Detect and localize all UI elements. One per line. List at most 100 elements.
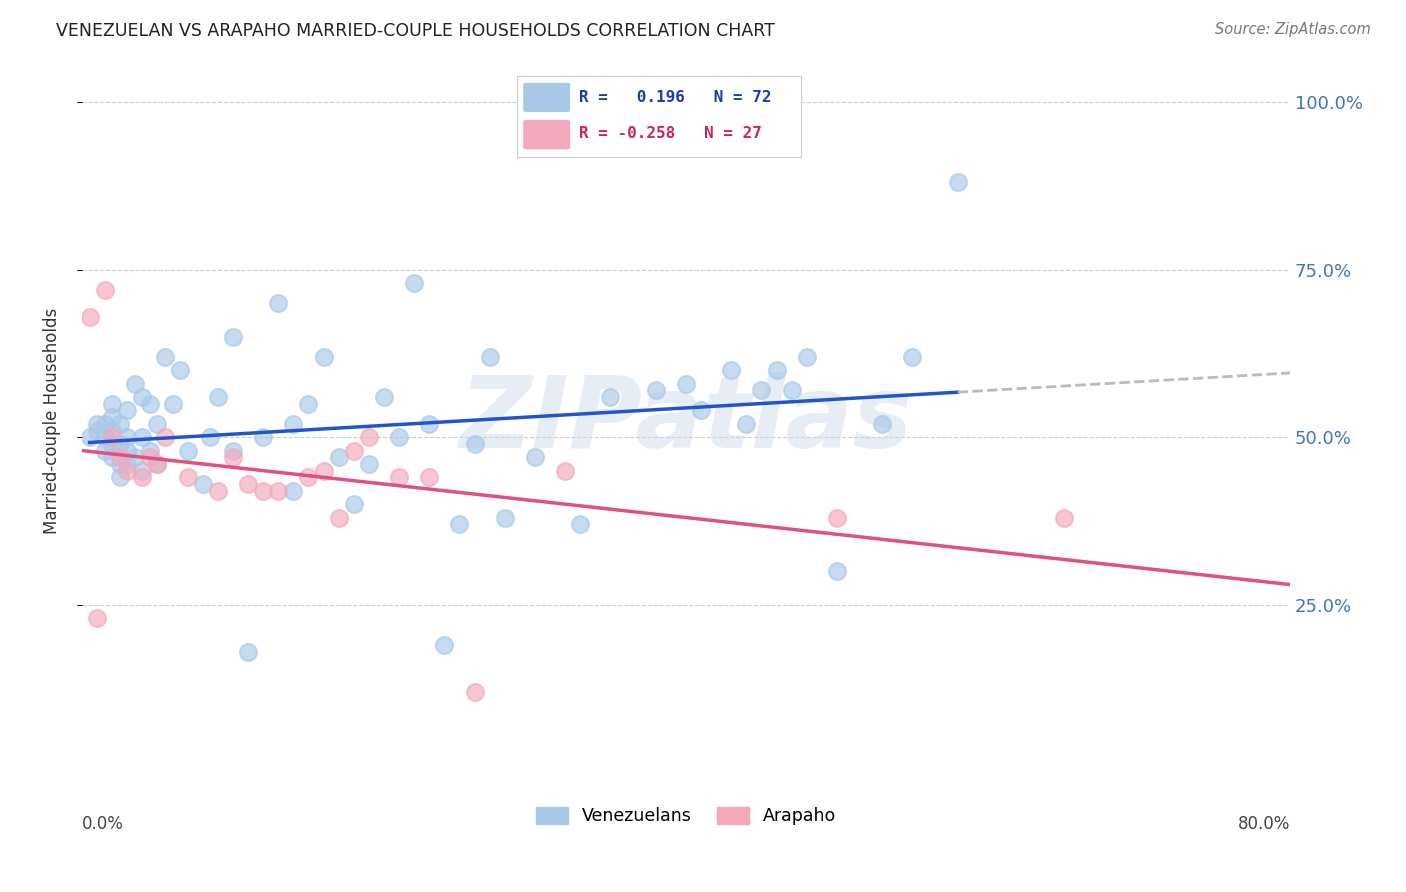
Legend: Venezuelans, Arapaho: Venezuelans, Arapaho bbox=[527, 798, 845, 834]
Point bbox=[872, 417, 894, 431]
Point bbox=[690, 403, 713, 417]
Point bbox=[236, 645, 259, 659]
Point bbox=[554, 464, 576, 478]
Point bbox=[765, 363, 787, 377]
Point bbox=[675, 376, 697, 391]
Point bbox=[101, 397, 124, 411]
Point bbox=[478, 350, 501, 364]
Point bbox=[93, 430, 115, 444]
Point bbox=[464, 437, 486, 451]
Point bbox=[312, 464, 335, 478]
Point bbox=[328, 450, 350, 465]
Point bbox=[404, 276, 426, 290]
Point bbox=[200, 430, 222, 444]
Point bbox=[93, 417, 115, 431]
Point bbox=[357, 430, 380, 444]
Point bbox=[735, 417, 758, 431]
Point bbox=[117, 430, 139, 444]
Point bbox=[131, 390, 153, 404]
Point bbox=[79, 430, 101, 444]
Point bbox=[267, 296, 290, 310]
Point bbox=[162, 397, 184, 411]
Point bbox=[388, 470, 411, 484]
Point bbox=[297, 470, 319, 484]
Point bbox=[146, 417, 169, 431]
Point bbox=[101, 450, 124, 465]
Point bbox=[207, 390, 229, 404]
Point bbox=[780, 384, 803, 398]
Point bbox=[901, 350, 924, 364]
Point bbox=[86, 417, 108, 431]
Point bbox=[101, 424, 124, 438]
Point bbox=[131, 430, 153, 444]
Point bbox=[117, 443, 139, 458]
Point bbox=[267, 483, 290, 498]
Point bbox=[283, 483, 305, 498]
Point bbox=[644, 384, 666, 398]
Point bbox=[222, 329, 245, 343]
Point bbox=[825, 564, 848, 578]
Point bbox=[357, 457, 380, 471]
Point bbox=[108, 470, 131, 484]
Point bbox=[131, 470, 153, 484]
Point bbox=[176, 443, 198, 458]
Point bbox=[153, 430, 176, 444]
Point bbox=[523, 450, 546, 465]
Point bbox=[449, 517, 471, 532]
Point bbox=[124, 450, 146, 465]
Point bbox=[222, 450, 245, 465]
Point bbox=[86, 424, 108, 438]
Point bbox=[146, 457, 169, 471]
Point bbox=[108, 450, 131, 465]
Point bbox=[153, 350, 176, 364]
Point bbox=[93, 283, 115, 297]
Point bbox=[117, 403, 139, 417]
Point bbox=[343, 443, 366, 458]
Point bbox=[191, 477, 214, 491]
Point bbox=[207, 483, 229, 498]
Point bbox=[222, 443, 245, 458]
Point bbox=[108, 457, 131, 471]
Point bbox=[388, 430, 411, 444]
Point bbox=[464, 685, 486, 699]
Point bbox=[169, 363, 191, 377]
Point bbox=[139, 397, 162, 411]
Point bbox=[946, 176, 969, 190]
Point bbox=[124, 376, 146, 391]
Point bbox=[101, 430, 124, 444]
Point bbox=[117, 464, 139, 478]
Point bbox=[131, 464, 153, 478]
Point bbox=[720, 363, 742, 377]
Point bbox=[433, 638, 456, 652]
Text: VENEZUELAN VS ARAPAHO MARRIED-COUPLE HOUSEHOLDS CORRELATION CHART: VENEZUELAN VS ARAPAHO MARRIED-COUPLE HOU… bbox=[56, 22, 775, 40]
Point bbox=[108, 417, 131, 431]
Point bbox=[283, 417, 305, 431]
Point bbox=[328, 510, 350, 524]
Point bbox=[176, 470, 198, 484]
Y-axis label: Married-couple Households: Married-couple Households bbox=[44, 308, 60, 533]
Point bbox=[93, 443, 115, 458]
Point bbox=[418, 470, 440, 484]
Point bbox=[139, 450, 162, 465]
Text: Source: ZipAtlas.com: Source: ZipAtlas.com bbox=[1215, 22, 1371, 37]
Point bbox=[79, 310, 101, 324]
Point bbox=[796, 350, 818, 364]
Point bbox=[108, 437, 131, 451]
Point bbox=[825, 510, 848, 524]
Point bbox=[373, 390, 395, 404]
Point bbox=[117, 457, 139, 471]
Point bbox=[146, 457, 169, 471]
Text: ZIPatlas: ZIPatlas bbox=[460, 372, 912, 469]
Point bbox=[599, 390, 621, 404]
Point bbox=[252, 483, 274, 498]
Point bbox=[312, 350, 335, 364]
Point bbox=[86, 611, 108, 625]
Point bbox=[751, 384, 773, 398]
Point bbox=[236, 477, 259, 491]
Point bbox=[252, 430, 274, 444]
Point bbox=[1052, 510, 1074, 524]
Point bbox=[101, 410, 124, 425]
Point bbox=[418, 417, 440, 431]
Text: 0.0%: 0.0% bbox=[82, 814, 124, 832]
Point bbox=[569, 517, 592, 532]
